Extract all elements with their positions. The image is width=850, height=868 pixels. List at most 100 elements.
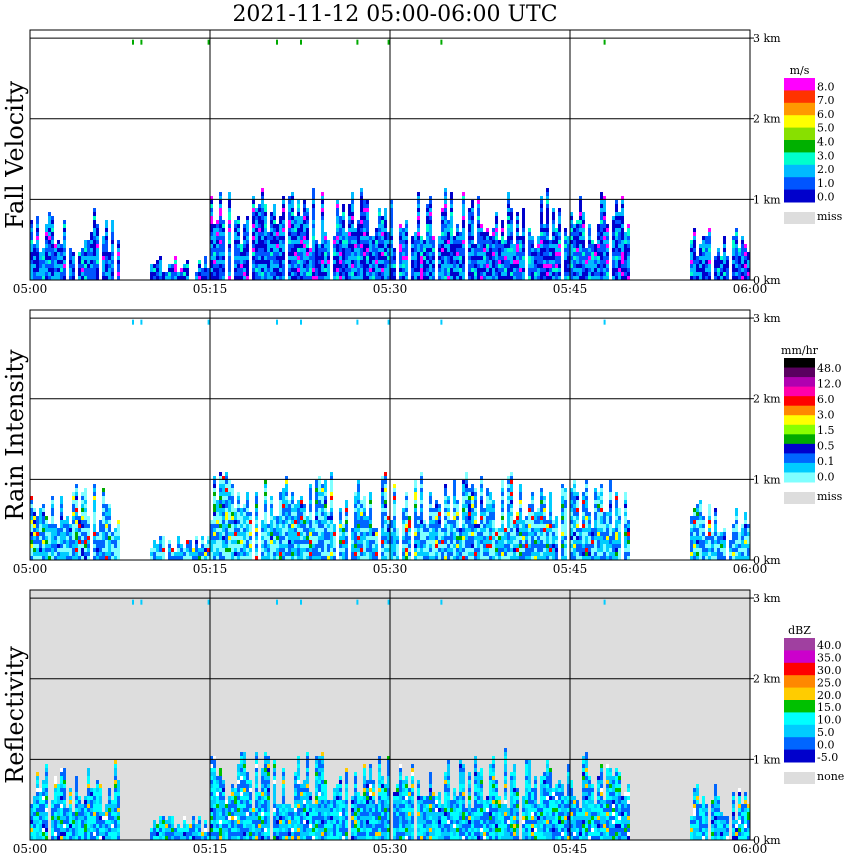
echo-cell — [339, 552, 342, 556]
echo-cell — [603, 208, 606, 212]
echo-cell — [402, 556, 405, 560]
echo-cell — [390, 264, 393, 268]
echo-cell — [738, 256, 741, 260]
echo-cell — [279, 528, 282, 532]
echo-cell — [498, 548, 501, 552]
echo-cell — [564, 544, 567, 548]
echo-cell — [573, 492, 576, 496]
echo-cell — [717, 256, 720, 260]
echo-cell — [48, 528, 51, 532]
echo-cell — [441, 244, 444, 248]
echo-cell — [492, 252, 495, 256]
echo-cell — [615, 536, 618, 540]
echo-cell — [588, 272, 591, 276]
echo-cell — [279, 508, 282, 512]
echo-cell — [318, 504, 321, 508]
echo-cell — [387, 544, 390, 548]
echo-cell — [369, 536, 372, 540]
echo-cell — [582, 532, 585, 536]
echo-cell — [444, 524, 447, 528]
echo-cell — [609, 500, 612, 504]
echo-cell — [276, 232, 279, 236]
echo-cell — [105, 228, 108, 232]
echo-cell — [84, 508, 87, 512]
echo-cell — [690, 240, 693, 244]
colorbar-label: 2.0 — [817, 163, 835, 176]
echo-cell — [384, 484, 387, 488]
echo-cell — [312, 536, 315, 540]
echo-cell — [252, 236, 255, 240]
echo-cell — [288, 520, 291, 524]
echo-cell — [438, 504, 441, 508]
echo-cell — [93, 224, 96, 228]
echo-cell — [570, 268, 573, 272]
echo-cell — [297, 544, 300, 548]
echo-cell — [615, 532, 618, 536]
echo-cell — [42, 248, 45, 252]
echo-cell — [471, 488, 474, 492]
echo-cell — [330, 512, 333, 516]
echo-cell — [429, 204, 432, 208]
echo-cell — [117, 276, 120, 280]
echo-cell — [582, 216, 585, 220]
echo-cell — [234, 536, 237, 540]
echo-cell — [507, 232, 510, 236]
echo-cell — [99, 540, 102, 544]
echo-cell — [381, 504, 384, 508]
echo-cell — [522, 260, 525, 264]
echo-cell — [96, 264, 99, 268]
echo-cell — [585, 480, 588, 484]
echo-cell — [213, 524, 216, 528]
echo-cell — [495, 276, 498, 280]
echo-cell — [546, 236, 549, 240]
echo-cell — [453, 276, 456, 280]
echo-cell — [279, 264, 282, 268]
echo-cell — [414, 548, 417, 552]
echo-cell — [540, 200, 543, 204]
echo-cell — [60, 248, 63, 252]
echo-cell — [600, 228, 603, 232]
echo-cell — [606, 552, 609, 556]
echo-cell — [600, 540, 603, 544]
echo-cell — [393, 264, 396, 268]
echo-cell — [258, 264, 261, 268]
echo-cell — [504, 536, 507, 540]
echo-cell — [63, 520, 66, 524]
echo-cell — [336, 224, 339, 228]
echo-cell — [30, 556, 33, 560]
echo-cell — [234, 220, 237, 224]
echo-cell — [264, 492, 267, 496]
echo-cell — [522, 268, 525, 272]
echo-cell — [36, 556, 39, 560]
echo-cell — [174, 264, 177, 268]
echo-cell — [291, 528, 294, 532]
echo-cell — [582, 260, 585, 264]
echo-cell — [261, 196, 264, 200]
echo-cell — [423, 544, 426, 548]
echo-cell — [276, 224, 279, 228]
echo-cell — [564, 248, 567, 252]
echo-cell — [585, 536, 588, 540]
echo-cell — [297, 552, 300, 556]
echo-cell — [564, 244, 567, 248]
echo-cell — [582, 240, 585, 244]
echo-cell — [327, 272, 330, 276]
echo-cell — [84, 544, 87, 548]
echo-cell — [384, 236, 387, 240]
echo-cell — [30, 520, 33, 524]
echo-cell — [225, 480, 228, 484]
echo-cell — [84, 272, 87, 276]
echo-cell — [54, 268, 57, 272]
echo-cell — [510, 540, 513, 544]
echo-cell — [324, 272, 327, 276]
echo-cell — [246, 540, 249, 544]
echo-cell — [423, 256, 426, 260]
echo-cell — [417, 536, 420, 540]
echo-cell — [270, 236, 273, 240]
echo-cell — [480, 548, 483, 552]
echo-cell — [45, 248, 48, 252]
echo-cell — [396, 528, 399, 532]
echo-cell — [51, 260, 54, 264]
echo-cell — [321, 520, 324, 524]
echo-cell — [534, 264, 537, 268]
